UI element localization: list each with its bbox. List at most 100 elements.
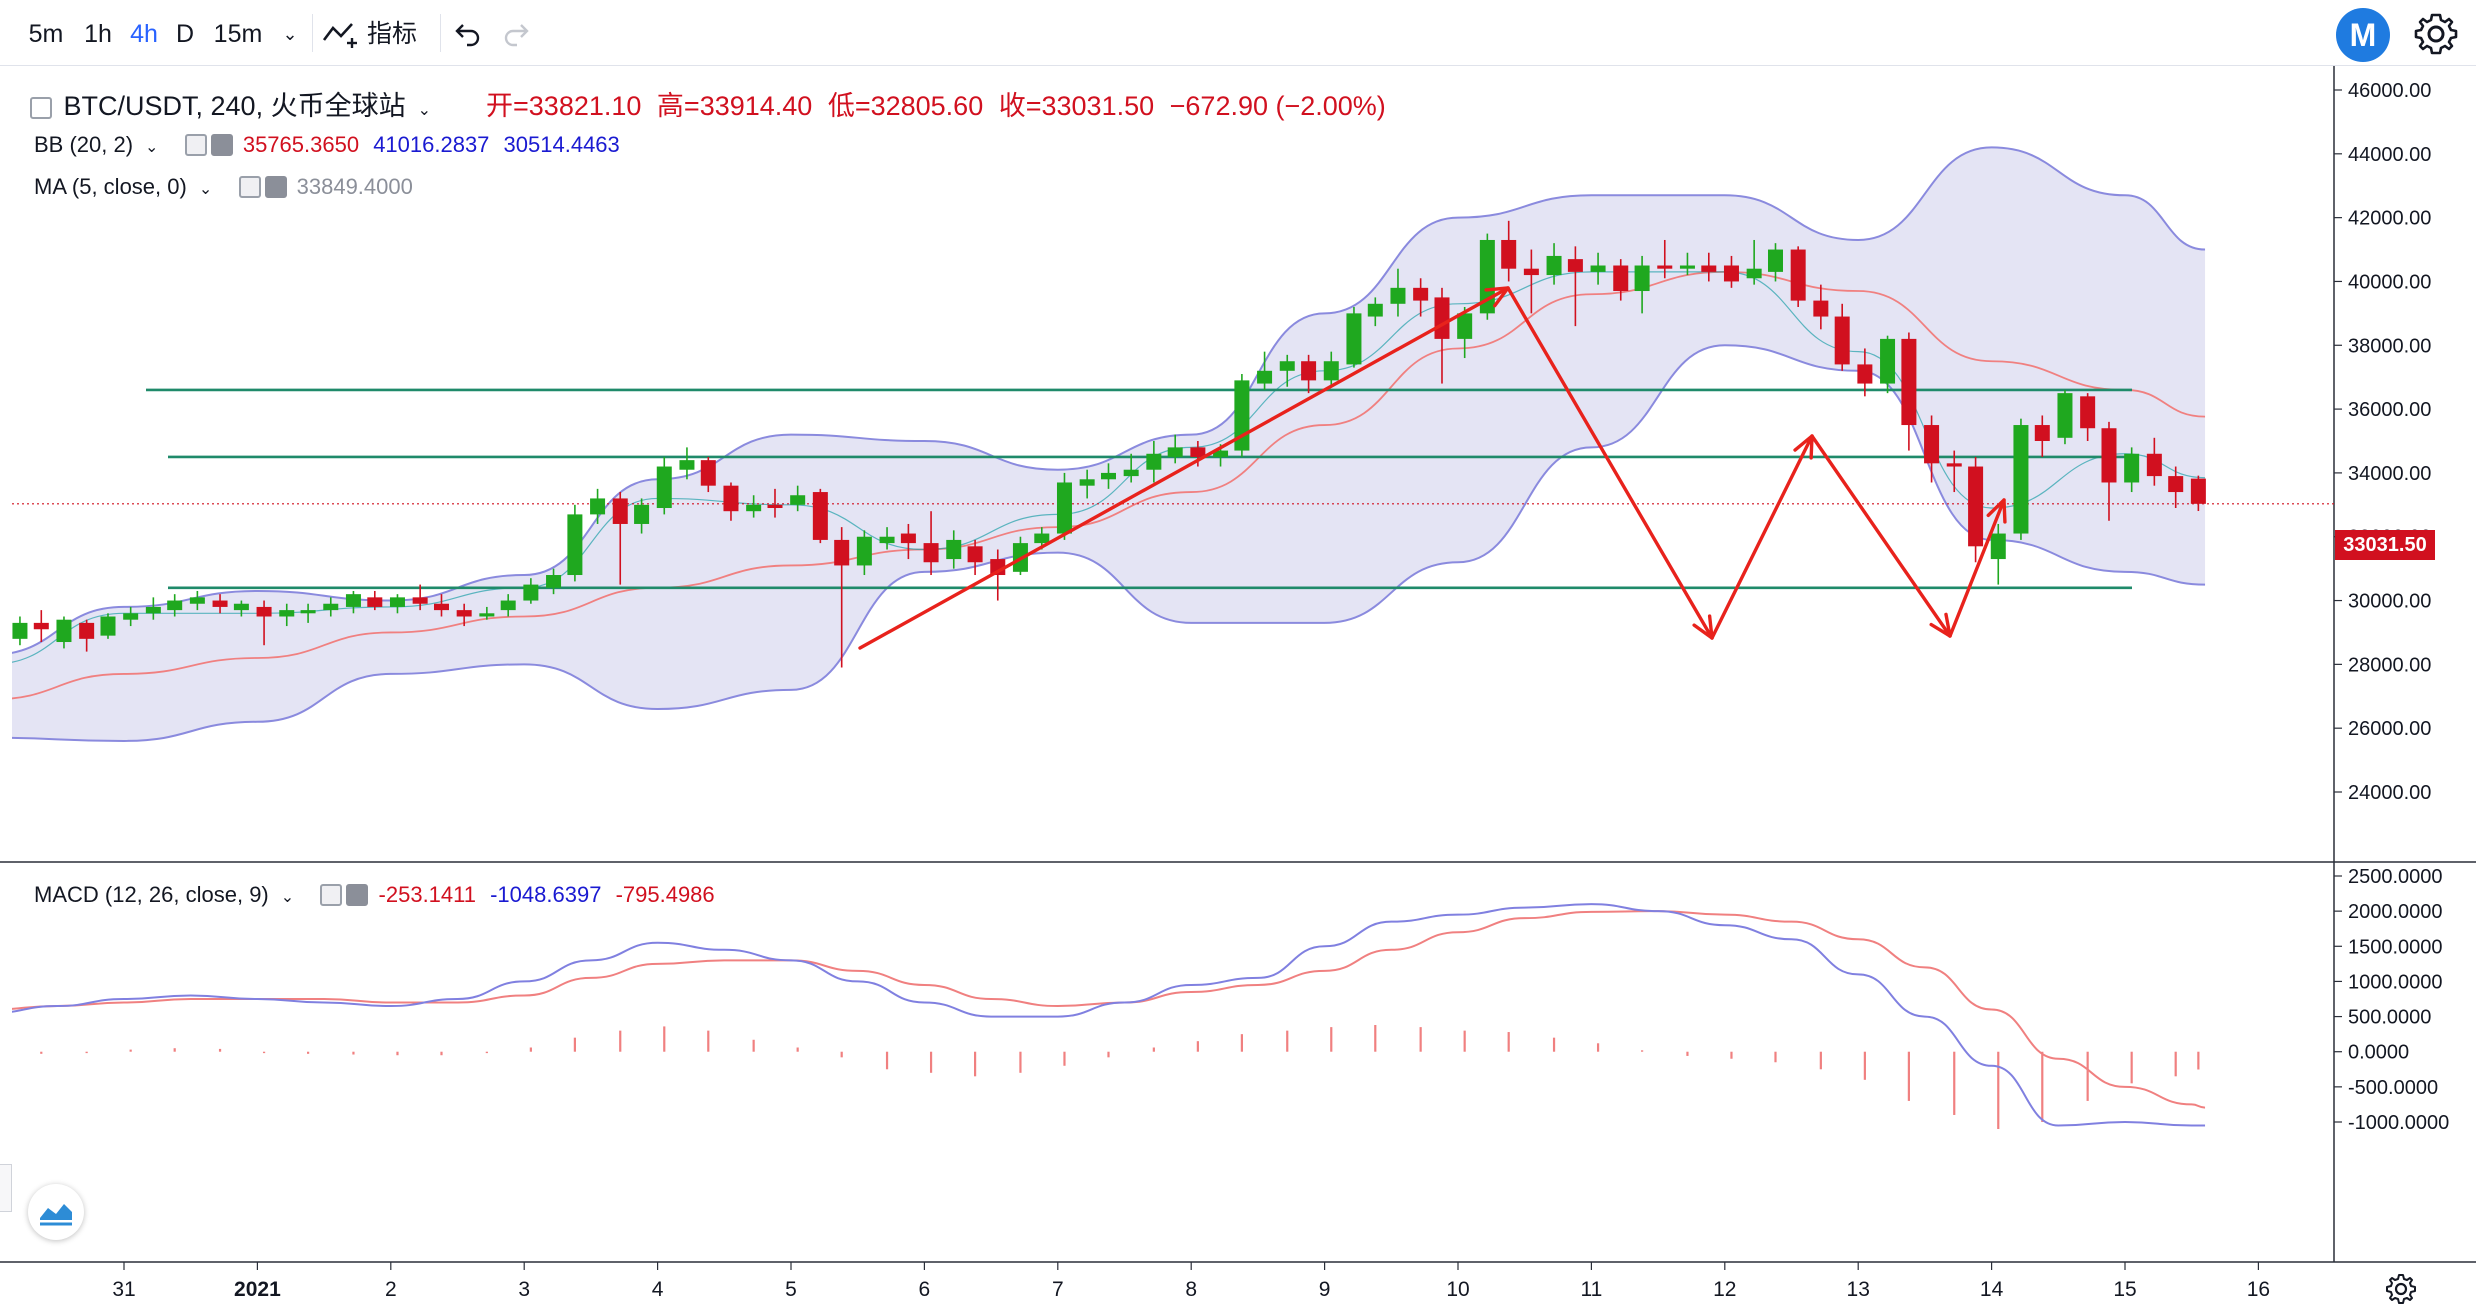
macd-label[interactable]: MACD (12, 26, close, 9) bbox=[34, 882, 269, 907]
bb-basis-line bbox=[12, 270, 2206, 700]
candle-body bbox=[0, 639, 5, 665]
candle-body bbox=[100, 616, 116, 636]
time-tick-label: 10 bbox=[1446, 1278, 1469, 1301]
candle-body bbox=[567, 514, 583, 576]
macd-pane-group bbox=[12, 903, 2206, 1130]
interval-5m-button[interactable]: 5m bbox=[28, 20, 64, 48]
price-tick-label: 28000.00 bbox=[2348, 654, 2431, 676]
candle-body bbox=[2124, 453, 2140, 483]
candle-body bbox=[323, 603, 339, 611]
ma-label[interactable]: MA (5, close, 0) bbox=[34, 174, 187, 199]
candle-body bbox=[1346, 313, 1362, 365]
candle-body bbox=[1924, 425, 1940, 464]
candle-body bbox=[412, 597, 428, 604]
time-tick-label: 15 bbox=[2113, 1278, 2136, 1301]
candle-body bbox=[2190, 478, 2206, 504]
macd-tick-label: 0.0000 bbox=[2348, 1042, 2409, 1064]
candle-body bbox=[1523, 268, 1539, 276]
bb-settings-icon[interactable] bbox=[184, 134, 207, 156]
macd-remove-icon[interactable] bbox=[346, 884, 369, 906]
candle-body bbox=[1100, 472, 1116, 480]
candle-body bbox=[1479, 239, 1495, 314]
bb-lower-value: 30514.4463 bbox=[503, 132, 620, 157]
ma-settings-icon[interactable] bbox=[238, 176, 261, 198]
arrowhead-icon bbox=[1986, 498, 2007, 524]
drawn-arrow-line bbox=[1810, 434, 1952, 638]
candle-body bbox=[167, 600, 183, 611]
candle-body bbox=[233, 603, 249, 611]
macd-settings-icon[interactable] bbox=[320, 884, 343, 906]
candle-body bbox=[12, 622, 28, 639]
candle-body bbox=[1279, 361, 1295, 371]
bb-label[interactable]: BB (20, 2) bbox=[34, 132, 134, 157]
symbol-label[interactable]: BTC/USDT, 240, 火币全球站 bbox=[63, 91, 406, 121]
macd-tick-label: -500.0000 bbox=[2348, 1077, 2438, 1099]
arrowhead-icon bbox=[1692, 614, 1714, 640]
price-tick-label: 38000.00 bbox=[2348, 335, 2431, 357]
navigator-badge[interactable] bbox=[28, 1184, 84, 1240]
candle-body bbox=[1167, 447, 1183, 457]
candle-body bbox=[1056, 482, 1072, 534]
time-tick-label: 8 bbox=[1185, 1278, 1197, 1301]
candle-body bbox=[33, 622, 49, 630]
symbol-chevron-icon[interactable]: ⌄ bbox=[417, 102, 431, 119]
ma-remove-icon[interactable] bbox=[264, 176, 287, 198]
candle-body bbox=[612, 498, 628, 524]
bb-remove-icon[interactable] bbox=[210, 134, 233, 156]
axis-settings-icon[interactable] bbox=[2384, 1272, 2418, 1306]
close-value: 收=33031.50 bbox=[998, 91, 1155, 121]
interval-15m-button[interactable]: 15m bbox=[213, 20, 263, 48]
interval-4h-button[interactable]: 4h bbox=[130, 20, 158, 48]
candle-body bbox=[1946, 463, 1962, 467]
time-tick-label: 12 bbox=[1713, 1278, 1736, 1301]
candle-body bbox=[1190, 447, 1206, 457]
candle-body bbox=[1457, 313, 1473, 339]
time-tick-label: 2021 bbox=[234, 1278, 281, 1301]
candle-body bbox=[212, 600, 228, 607]
candle-body bbox=[1501, 239, 1517, 269]
candle-body bbox=[279, 610, 295, 617]
candle-body bbox=[1390, 287, 1406, 304]
drawn-arrow-line bbox=[1506, 286, 1714, 640]
candle-body bbox=[300, 610, 316, 614]
time-tick-label: 7 bbox=[1052, 1278, 1064, 1301]
macd-chevron-icon[interactable]: ⌄ bbox=[280, 889, 295, 906]
gear-icon[interactable] bbox=[2412, 10, 2460, 58]
ma-chevron-icon[interactable]: ⌄ bbox=[198, 181, 213, 198]
candle-body bbox=[2168, 476, 2184, 493]
candle-body bbox=[500, 600, 516, 611]
candle-body bbox=[2146, 453, 2162, 477]
candle-body bbox=[1968, 466, 1984, 547]
candle-body bbox=[56, 619, 72, 643]
candle-body bbox=[634, 504, 650, 524]
time-tick-label: 2 bbox=[385, 1278, 397, 1301]
candle-body bbox=[456, 610, 472, 617]
candle-body bbox=[1146, 453, 1162, 470]
time-tick-label: 4 bbox=[652, 1278, 664, 1301]
low-value: 低=32805.60 bbox=[827, 91, 984, 121]
indicators-button[interactable]: 指标 bbox=[322, 14, 432, 54]
collapse-legend-icon[interactable] bbox=[30, 97, 52, 119]
candle-body bbox=[1857, 364, 1873, 384]
redo-icon bbox=[504, 24, 529, 47]
bb-upper-value: 41016.2837 bbox=[373, 132, 490, 157]
candle-body bbox=[345, 594, 361, 607]
main-series-legend: BTC/USDT, 240, 火币全球站 ⌄ 开=33821.10 高=33914… bbox=[30, 84, 1394, 123]
macd-hist-value: -253.1411 bbox=[378, 882, 476, 907]
candle-body bbox=[723, 485, 739, 512]
candle-body bbox=[123, 613, 139, 620]
undo-button[interactable] bbox=[450, 14, 486, 54]
bb-chevron-icon[interactable]: ⌄ bbox=[145, 139, 159, 156]
redo-button[interactable] bbox=[498, 14, 534, 54]
interval-1h-button[interactable]: 1h bbox=[84, 20, 112, 48]
time-tick-label: 11 bbox=[1580, 1278, 1602, 1301]
macd-legend: MACD (12, 26, close, 9) ⌄ -253.1411 -1048… bbox=[34, 882, 723, 908]
ma-value: 33849.4000 bbox=[296, 174, 413, 199]
candle-body bbox=[546, 575, 562, 588]
logo-m-icon[interactable]: M bbox=[2336, 8, 2390, 62]
interval-d-button[interactable]: D bbox=[175, 20, 195, 48]
interval-dropdown-chevron-icon[interactable]: ⌄ bbox=[282, 24, 298, 44]
chart-canvas[interactable]: 24000.00 26000.00 28000.00 30000.00 3 2000.00… bbox=[0, 66, 2476, 1313]
price-tick-label: 40000.00 bbox=[2348, 271, 2431, 293]
side-panel-handle[interactable] bbox=[0, 1164, 12, 1212]
